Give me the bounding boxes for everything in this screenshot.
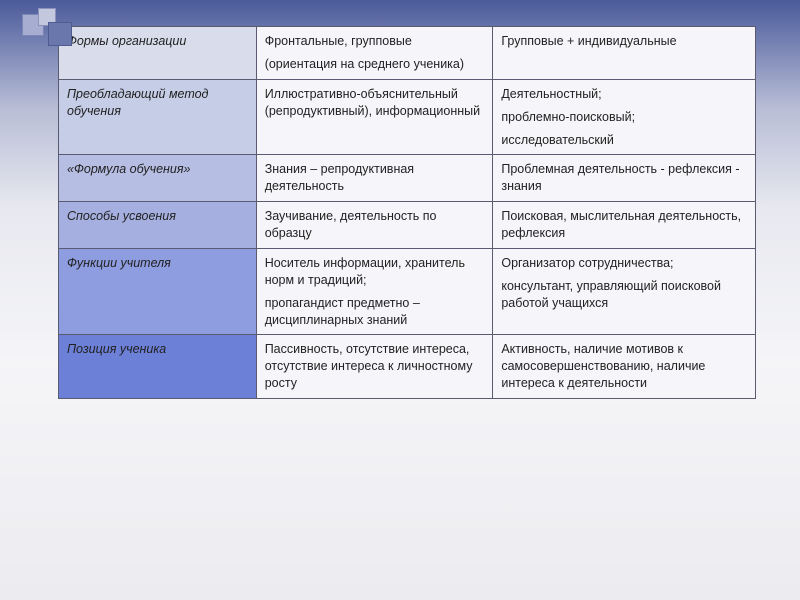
row-col2: Носитель информации, хранитель норм и тр… — [256, 248, 493, 335]
table-row: Позиция ученикаПассивность, отсутствие и… — [59, 335, 756, 399]
table-row: «Формула обучения»Знания – репродуктивна… — [59, 155, 756, 202]
row-col3: Организатор сотрудничества; консультант,… — [493, 248, 756, 335]
table-body: Формы организации Фронтальные, групповые (… — [59, 27, 756, 399]
cell-text: (ориентация на среднего ученика) — [265, 56, 485, 73]
table-row: Преобладающий метод обученияИллюстративн… — [59, 79, 756, 155]
row-label: «Формула обучения» — [59, 155, 257, 202]
row-col2: Пассивность, отсутствие интереса, отсутс… — [256, 335, 493, 399]
row-col3: Групповые + индивидуальные — [493, 27, 756, 80]
row-col3: Активность, наличие мотивов к самосоверш… — [493, 335, 756, 399]
cell-text: пропагандист предметно – дисциплинарных … — [265, 295, 485, 329]
cell-text: Заучивание, деятельность по образцу — [265, 208, 485, 242]
cell-text: Активность, наличие мотивов к самосоверш… — [501, 341, 747, 392]
cell-text: исследовательский — [501, 132, 747, 149]
row-label: Формы организации — [59, 27, 257, 80]
table-row: Способы усвоенияЗаучивание, деятельность… — [59, 202, 756, 249]
row-col3: Поисковая, мыслительная деятельность, ре… — [493, 202, 756, 249]
cell-text: консультант, управляющий поисковой работ… — [501, 278, 747, 312]
row-label: Преобладающий метод обучения — [59, 79, 257, 155]
comparison-table: Формы организации Фронтальные, групповые (… — [58, 26, 756, 399]
table-row: Функции учителяНоситель информации, хран… — [59, 248, 756, 335]
row-label: Позиция ученика — [59, 335, 257, 399]
row-col2: Фронтальные, групповые (ориентация на сре… — [256, 27, 493, 80]
slide: Формы организации Фронтальные, групповые (… — [0, 0, 800, 600]
row-col3: Проблемная деятельность - рефлексия - зн… — [493, 155, 756, 202]
row-col3: Деятельностный; проблемно-поисковый; иссле… — [493, 79, 756, 155]
cell-text: Поисковая, мыслительная деятельность, ре… — [501, 208, 747, 242]
cell-text: проблемно-поисковый; — [501, 109, 747, 126]
deco-square-icon — [38, 8, 56, 26]
cell-text: Пассивность, отсутствие интереса, отсутс… — [265, 341, 485, 392]
cell-text: Фронтальные, групповые — [265, 33, 485, 50]
table-row: Формы организации Фронтальные, групповые (… — [59, 27, 756, 80]
cell-text: Носитель информации, хранитель норм и тр… — [265, 255, 485, 289]
cell-text: Деятельностный; — [501, 86, 747, 103]
deco-square-icon — [22, 14, 44, 36]
row-label: Функции учителя — [59, 248, 257, 335]
row-col2: Иллюстративно-объяснительный (репродукти… — [256, 79, 493, 155]
cell-text: Знания – репродуктивная деятельность — [265, 161, 485, 195]
cell-text: Групповые + индивидуальные — [501, 33, 747, 50]
row-col2: Знания – репродуктивная деятельность — [256, 155, 493, 202]
row-label: Способы усвоения — [59, 202, 257, 249]
cell-text: Проблемная деятельность - рефлексия - зн… — [501, 161, 747, 195]
cell-text: Организатор сотрудничества; — [501, 255, 747, 272]
cell-text: Иллюстративно-объяснительный (репродукти… — [265, 86, 485, 120]
row-col2: Заучивание, деятельность по образцу — [256, 202, 493, 249]
